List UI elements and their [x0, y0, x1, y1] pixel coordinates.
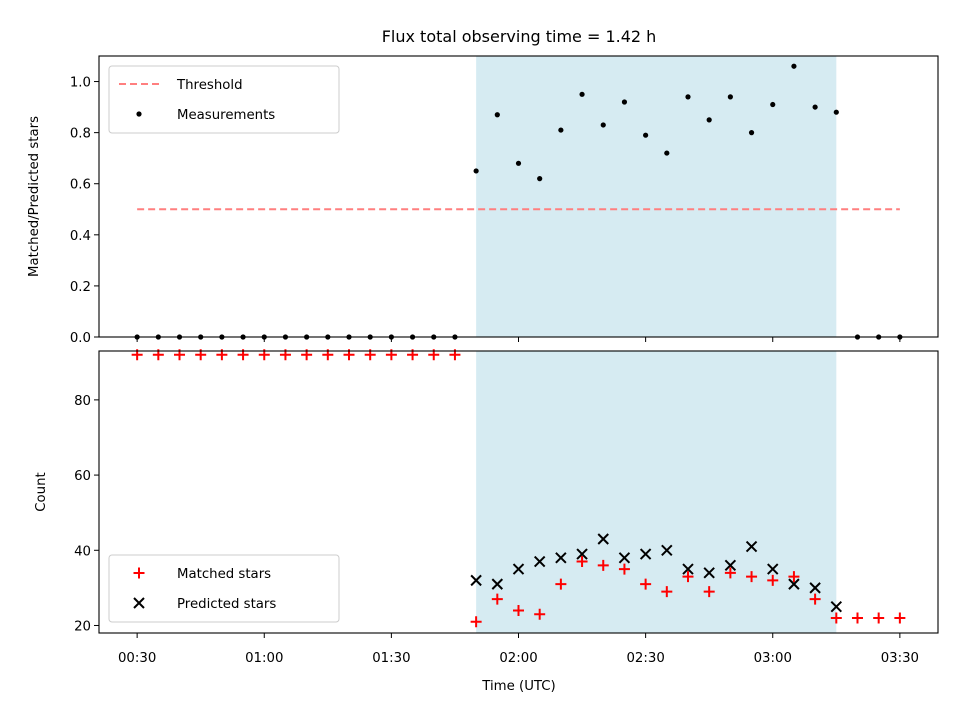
x-tick-label: 01:00: [245, 651, 283, 666]
y-tick-label: 0.2: [70, 280, 91, 295]
measurement-point: [706, 117, 712, 123]
legend: Matched stars Predicted stars: [108, 554, 340, 623]
y-tick-label: 0.0: [70, 331, 91, 346]
x-tick-label: 00:30: [118, 651, 156, 666]
predicted-point: [788, 578, 800, 590]
series-predicted-stars: [470, 533, 843, 613]
plot-layer: 0.0 0.2 0.4 0.6 0.8 1.0 Matched/Predicted star…: [27, 55, 939, 666]
measurement-point: [643, 132, 649, 138]
matched-point: [703, 586, 715, 598]
matched-point: [894, 612, 906, 624]
y-axis-label: Matched/Predicted stars: [27, 116, 42, 277]
matched-point: [661, 586, 673, 598]
y-tick-label: 80: [74, 394, 91, 409]
predicted-point: [618, 552, 631, 564]
chart-title: Flux total observing time = 1.42 h: [382, 27, 657, 46]
matched-point: [597, 559, 609, 571]
y-tick-label: 60: [74, 469, 91, 484]
matched-point: [555, 578, 567, 590]
measurement-point: [621, 99, 628, 105]
legend-handle-matched: [133, 567, 145, 579]
legend-handle-predicted: [133, 597, 145, 609]
x-tick-label: 02:30: [626, 651, 664, 666]
y-tick-label: 0.6: [70, 178, 91, 193]
matched-point: [767, 574, 779, 586]
predicted-point: [597, 533, 609, 545]
matched-point: [724, 567, 736, 579]
predicted-point: [745, 540, 758, 553]
predicted-point: [661, 544, 673, 556]
measurement-point: [812, 104, 818, 110]
matched-point: [618, 563, 630, 575]
matched-point: [470, 616, 482, 628]
legend-handle-measurements: [136, 111, 142, 117]
predicted-point: [830, 600, 843, 613]
predicted-point: [576, 548, 588, 560]
matched-point: [576, 556, 588, 568]
matched-point: [534, 608, 546, 620]
matched-point: [513, 604, 524, 616]
measurement-point: [791, 63, 797, 69]
y-tick-label: 0.8: [70, 127, 91, 142]
panel-count: 20 40 60 80 00:30 01:00 01:30 02:00 02:30 03:00 03…: [34, 349, 939, 666]
predicted-point: [724, 559, 737, 572]
predicted-point: [767, 563, 779, 575]
y-axis-label: Count: [34, 472, 49, 512]
measurement-point: [600, 122, 606, 128]
x-tick-label: 01:30: [372, 651, 410, 666]
legend-label: Threshold: [176, 78, 243, 93]
x-tick-label: 03:30: [881, 651, 919, 666]
predicted-point: [682, 563, 694, 575]
panel-ratio: 0.0 0.2 0.4 0.6 0.8 1.0 Matched/Predicted star…: [27, 55, 939, 346]
predicted-point: [555, 552, 567, 564]
measurement-point: [664, 150, 670, 156]
matched-point: [830, 612, 842, 624]
observing-window: [476, 351, 837, 633]
matched-point: [788, 571, 800, 583]
x-tick-label: 03:00: [754, 651, 792, 666]
predicted-point: [533, 555, 546, 568]
predicted-point: [809, 582, 821, 594]
legend-label: Predicted stars: [177, 597, 276, 612]
matched-point: [873, 612, 885, 624]
measurement-point: [494, 112, 500, 118]
measurement-point: [770, 101, 776, 108]
x-tick-label: 02:00: [499, 651, 537, 666]
y-tick-label: 1.0: [70, 76, 91, 91]
matched-point: [491, 593, 503, 605]
legend: Threshold Measurements: [108, 65, 340, 134]
matched-point: [746, 571, 758, 583]
predicted-point: [639, 548, 652, 560]
x-axis-label: Time (UTC): [481, 679, 556, 694]
measurement-point: [685, 94, 691, 100]
predicted-point: [470, 574, 482, 587]
matched-point: [682, 571, 694, 583]
y-tick-label: 40: [74, 544, 91, 559]
measurement-point: [558, 127, 564, 133]
predicted-point: [703, 567, 715, 579]
y-tick-label: 0.4: [70, 229, 91, 244]
predicted-point: [512, 563, 525, 575]
matched-point: [640, 578, 652, 590]
predicted-point: [491, 578, 504, 590]
matched-point: [851, 612, 863, 624]
measurement-point: [515, 160, 522, 166]
matched-point: [809, 593, 821, 605]
measurement-point: [473, 168, 479, 174]
legend-box: [108, 65, 340, 134]
measurement-point: [727, 94, 733, 100]
observing-window: [476, 56, 837, 337]
legend-label: Matched stars: [177, 567, 271, 582]
measurement-point: [579, 91, 585, 97]
legend-box: [108, 554, 340, 623]
y-tick-label: 20: [74, 619, 91, 634]
measurement-point: [537, 176, 543, 182]
legend-label: Measurements: [177, 108, 275, 123]
measurement-point: [833, 109, 839, 115]
measurement-point: [748, 130, 755, 136]
